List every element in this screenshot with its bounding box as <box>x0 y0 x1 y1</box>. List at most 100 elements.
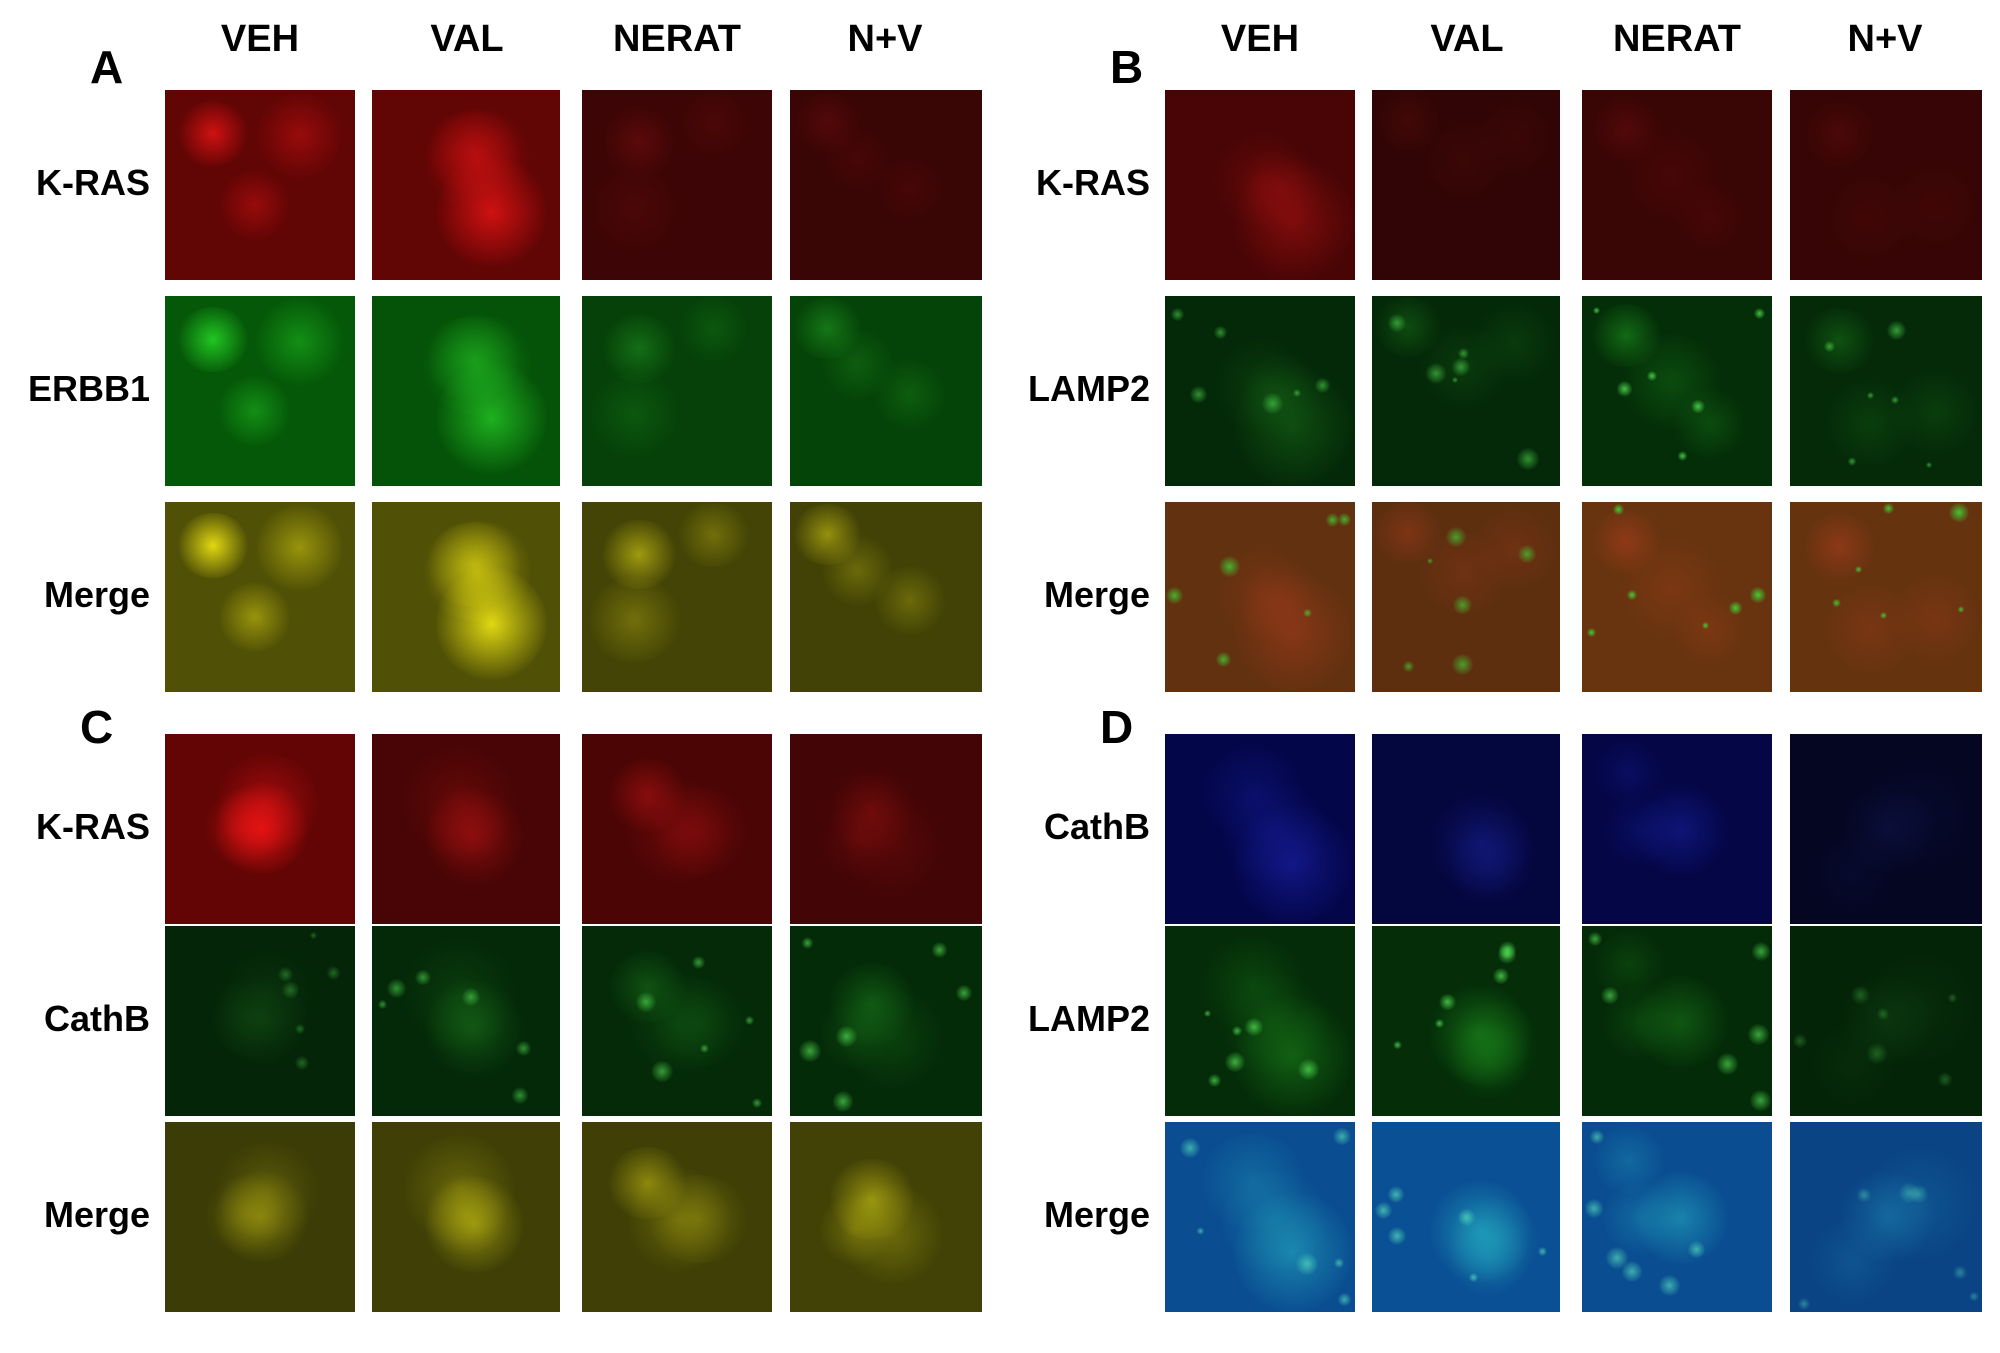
punctum <box>1898 1182 1919 1204</box>
cell-body <box>214 1142 322 1239</box>
punctum <box>378 1000 387 1009</box>
punctum <box>745 1015 754 1025</box>
cell-body <box>256 502 344 593</box>
punctum <box>326 965 341 980</box>
cell-body <box>1234 571 1354 692</box>
cell-body <box>1238 353 1325 438</box>
cell-body <box>217 170 291 241</box>
cell-body <box>1807 833 1897 914</box>
cell-body <box>435 155 548 269</box>
panel-letter: D <box>1100 701 1134 753</box>
cell-body <box>1234 365 1354 486</box>
punctum <box>1218 555 1241 578</box>
micrograph-tile <box>372 734 560 924</box>
punctum <box>955 984 973 1002</box>
punctum <box>1387 1227 1407 1246</box>
micrograph-tile <box>1582 926 1772 1116</box>
cell-body <box>1593 738 1666 807</box>
cell-body <box>419 315 535 416</box>
cell-body <box>585 578 684 662</box>
punctum <box>1332 1127 1351 1146</box>
punctum <box>1453 595 1472 615</box>
cell-body <box>1238 147 1325 232</box>
cell-body <box>1802 513 1878 580</box>
cell-body <box>424 317 523 402</box>
punctum <box>1848 457 1857 466</box>
row-label: Merge <box>1043 574 1150 615</box>
cell-body <box>1864 1145 1977 1261</box>
micrograph-tile <box>582 734 772 924</box>
cell-body <box>1602 1182 1675 1256</box>
micrograph-tile <box>1582 734 1772 924</box>
micrograph-tile <box>1372 1122 1560 1312</box>
punctum <box>1468 1272 1478 1282</box>
cell-body <box>205 1175 284 1254</box>
punctum <box>1824 340 1836 352</box>
micrograph-tile <box>1165 1122 1355 1312</box>
punctum <box>1387 1186 1404 1203</box>
punctum <box>1427 557 1434 564</box>
cell-body <box>585 166 684 250</box>
punctum <box>1216 652 1232 668</box>
micrograph-tile <box>582 296 772 486</box>
punctum <box>1584 1199 1604 1219</box>
cell-body <box>1417 120 1510 201</box>
cell-body <box>1234 803 1353 924</box>
punctum <box>1751 941 1771 961</box>
panel-d: D CathB LAMP2 Merge <box>1000 676 2000 1352</box>
micrograph-tile <box>165 296 355 486</box>
punctum <box>1165 586 1183 604</box>
cell-body <box>1372 296 1444 357</box>
cell-body <box>1864 949 1977 1065</box>
punctum <box>1203 1009 1212 1018</box>
column-header: VEH <box>220 18 300 60</box>
micrograph-tile <box>165 926 355 1116</box>
punctum <box>1586 627 1596 637</box>
punctum <box>1337 513 1351 527</box>
cell-body <box>1802 307 1878 374</box>
punctum <box>1231 1025 1242 1036</box>
column-header: VEH <box>1220 18 1300 60</box>
punctum <box>699 1043 710 1054</box>
cell-body <box>435 361 548 475</box>
panel-letter: C <box>80 701 114 753</box>
cell-body <box>1234 1191 1353 1312</box>
punctum <box>1701 621 1709 629</box>
row-label: Merge <box>1043 1194 1150 1235</box>
punctum <box>1947 992 1958 1003</box>
punctum <box>1451 357 1470 376</box>
cell-body <box>873 566 947 635</box>
cell-body <box>792 92 864 154</box>
punctum <box>931 942 947 958</box>
punctum <box>1646 371 1657 381</box>
punctum <box>1952 1265 1967 1280</box>
micrograph-tile <box>1582 296 1772 486</box>
cell-body <box>205 979 284 1058</box>
micrograph-tile <box>165 1122 355 1312</box>
panel-a: A VEH VAL NERAT N+V K-RAS ERBB1 Merge <box>0 0 1000 692</box>
punctum <box>1452 377 1459 384</box>
punctum <box>1493 968 1510 985</box>
cell-body <box>676 91 751 156</box>
micrograph-tile <box>165 734 355 924</box>
cell-body <box>1443 1021 1534 1099</box>
punctum <box>1517 447 1539 470</box>
punctum <box>1798 1298 1811 1311</box>
cell-body <box>175 512 251 578</box>
cell-body <box>821 534 893 607</box>
punctum <box>1854 565 1863 574</box>
micrograph-tile <box>582 1122 772 1312</box>
cell-body <box>424 1174 507 1256</box>
punctum <box>511 1087 529 1104</box>
cell-body <box>403 746 517 858</box>
cell-body <box>1839 782 1936 874</box>
cell-body <box>1802 101 1878 168</box>
punctum <box>1374 1201 1392 1220</box>
punctum <box>1750 587 1766 603</box>
punctum <box>516 1041 532 1057</box>
column-header: NERAT <box>1612 18 1742 60</box>
cell-body <box>1839 1170 1936 1262</box>
cell-body <box>1821 175 1919 259</box>
cell-body <box>1891 369 1980 456</box>
punctum <box>1292 388 1302 398</box>
